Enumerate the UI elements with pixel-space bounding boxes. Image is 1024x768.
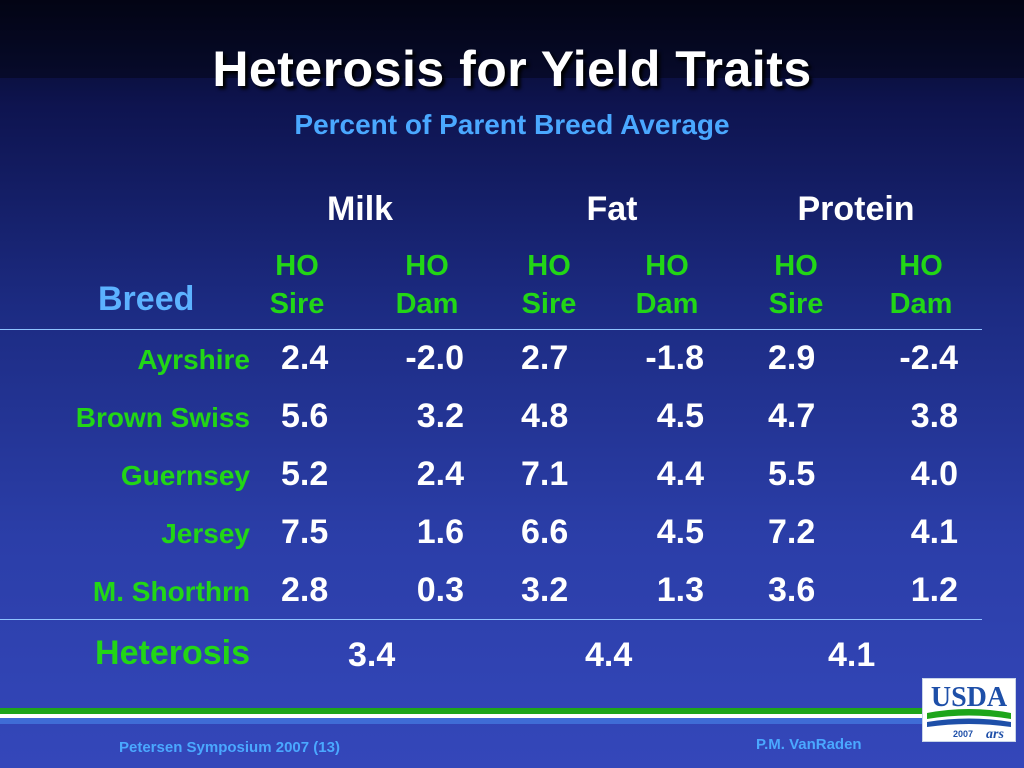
table-cell: 2.7	[521, 339, 569, 377]
header-divider	[0, 329, 982, 330]
sub-header-fat-dam: HO Dam	[617, 247, 717, 323]
sub-header-line1: HO	[527, 250, 571, 282]
table-cell: 2.9	[768, 339, 816, 377]
table-cell: 4.4	[656, 455, 704, 493]
title-band	[0, 0, 1024, 78]
table-cell: 4.5	[656, 397, 704, 435]
table-cell: 3.2	[416, 397, 464, 435]
usda-logo-field-stripe-2	[927, 718, 1011, 727]
group-header-protein: Protein	[797, 190, 915, 228]
heterosis-value-fat: 4.4	[585, 636, 633, 674]
sub-header-line2: Sire	[269, 288, 325, 320]
table-cell: -2.4	[899, 339, 958, 377]
breed-name: Guernsey	[120, 460, 250, 491]
footer-divider	[0, 619, 982, 620]
usda-logo-year: 2007	[953, 729, 973, 739]
breed-name: Ayrshire	[137, 344, 250, 375]
sub-header-line1: HO	[275, 250, 319, 282]
footer-stripe-white	[0, 714, 922, 718]
table-cell: 5.2	[281, 455, 329, 493]
sub-header-line2: Sire	[521, 288, 577, 320]
sub-header-line2: Sire	[768, 288, 824, 320]
table-cell: -1.8	[645, 339, 704, 377]
heterosis-value-milk: 3.4	[348, 636, 396, 674]
table-cell: 3.8	[910, 397, 958, 435]
table-cell: 3.2	[521, 571, 569, 609]
footer-event: Petersen Symposium 2007 (13)	[119, 739, 340, 756]
usda-logo-text: USDA	[931, 682, 1008, 713]
table-cell: 1.3	[656, 571, 704, 609]
usda-logo-graphic: USDA 2007 ars	[927, 682, 1011, 741]
sub-header-protein-sire: HO Sire	[746, 247, 846, 323]
breed-name: Jersey	[161, 518, 250, 549]
slide-subtitle: Percent of Parent Breed Average	[294, 109, 730, 140]
table-cell: 3.6	[768, 571, 816, 609]
table-cell: 4.5	[656, 513, 704, 551]
table-cell: 7.1	[521, 455, 569, 493]
heterosis-label: Heterosis	[95, 634, 250, 672]
table-cell: 2.4	[416, 455, 464, 493]
sub-header-line2: Dam	[635, 288, 699, 320]
group-header-milk: Milk	[326, 190, 394, 228]
slide-title: Heterosis for Yield Traits	[212, 41, 812, 97]
table-cell: 5.6	[281, 397, 329, 435]
table-cell: 4.8	[521, 397, 569, 435]
sub-header-line2: Dam	[889, 288, 953, 320]
sub-header-line1: HO	[774, 250, 818, 282]
sub-header-line1: HO	[899, 250, 943, 282]
sub-header-protein-dam: HO Dam	[871, 247, 971, 323]
table-cell: 7.5	[281, 513, 329, 551]
ars-logo-mark: ars	[986, 727, 1004, 741]
breed-column-header: Breed	[98, 280, 195, 318]
sub-header-fat-sire: HO Sire	[499, 247, 599, 323]
table-cell: 6.6	[521, 513, 569, 551]
sub-header-line1: HO	[405, 250, 449, 282]
sub-header-milk-dam: HO Dam	[377, 247, 477, 323]
table-cell: 5.5	[768, 455, 816, 493]
heterosis-value-protein: 4.1	[828, 636, 876, 674]
breed-name: Brown Swiss	[75, 402, 250, 433]
usda-logo-field-stripe	[927, 709, 1011, 719]
footer-author: P.M. VanRaden	[756, 736, 862, 753]
table-cell: 1.6	[416, 513, 464, 551]
table-cell: 4.1	[910, 513, 958, 551]
table-cell: 2.4	[281, 339, 329, 377]
breed-name: M. Shorthrn	[92, 576, 250, 607]
sub-header-milk-sire: HO Sire	[247, 247, 347, 323]
table-cell: 7.2	[768, 513, 816, 551]
usda-logo: USDA 2007 ars	[922, 678, 1016, 742]
table-cell: -2.0	[405, 339, 464, 377]
footer-stripe-green	[0, 708, 922, 714]
table-cell: 0.3	[416, 571, 464, 609]
footer-stripe-blue	[0, 718, 922, 724]
table-cell: 4.7	[768, 397, 816, 435]
sub-header-line2: Dam	[395, 288, 459, 320]
table-cell: 2.8	[281, 571, 329, 609]
table-cell: 1.2	[910, 571, 958, 609]
sub-header-line1: HO	[645, 250, 689, 282]
table-cell: 4.0	[910, 455, 958, 493]
group-header-fat: Fat	[586, 190, 638, 228]
